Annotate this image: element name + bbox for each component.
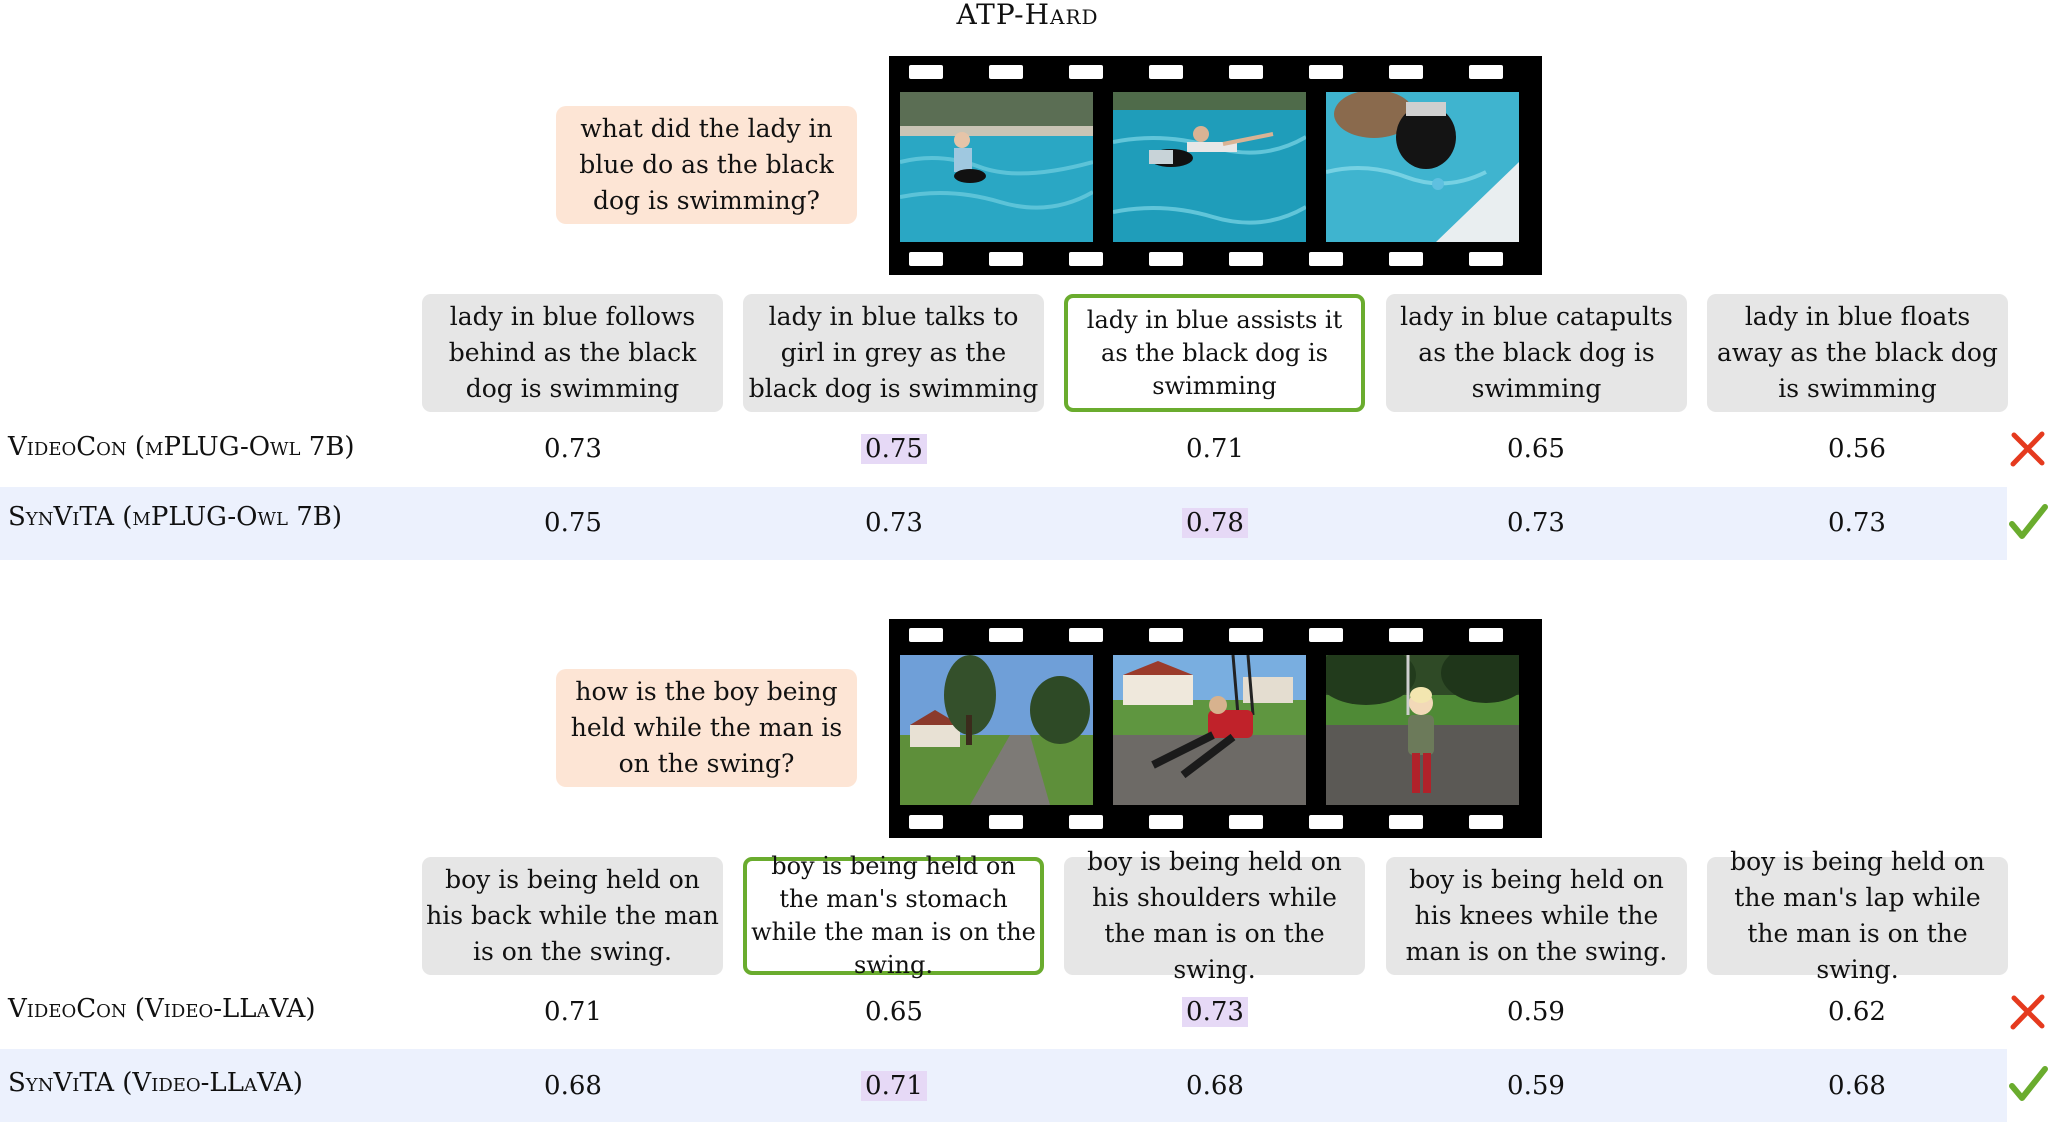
answer-option: lady in blue catapults as the black dog … (1386, 294, 1687, 412)
checkmark-icon (2009, 1066, 2048, 1101)
score-cell: 0.73 (865, 508, 923, 538)
model-label: VideoCon (Video-LLaVA) (8, 994, 316, 1024)
answer-option-correct: boy is being held on the man's stomach w… (743, 852, 1044, 979)
answer-option: lady in blue talks to girl in grey as th… (743, 294, 1044, 412)
answer-option: lady in blue floats away as the black do… (1707, 294, 2008, 412)
score-cell-highlighted: 0.78 (1155, 508, 1275, 538)
score-cell: 0.73 (1828, 508, 1886, 538)
answer-option: boy is being held on his shoulders while… (1064, 847, 1365, 984)
model-label: SynViTA (mPLUG-Owl 7B) (8, 502, 342, 532)
video-frame-park-1 (900, 655, 1093, 805)
score-cell-highlighted: 0.75 (834, 434, 954, 464)
answer-option: boy is being held on his back while the … (422, 857, 723, 975)
answer-option-correct: lady in blue assists it as the black dog… (1064, 294, 1365, 412)
video-frame-pool-1 (900, 92, 1093, 242)
video-frame-park-3 (1326, 655, 1519, 805)
score-cell: 0.71 (544, 997, 602, 1027)
answer-option: boy is being held on his knees while the… (1386, 857, 1687, 975)
score-cell: 0.62 (1828, 997, 1886, 1027)
score-cell: 0.73 (544, 434, 602, 464)
answer-option: lady in blue follows behind as the black… (422, 294, 723, 412)
score-cell: 0.65 (1507, 434, 1565, 464)
model-label: SynViTA (Video-LLaVA) (8, 1068, 303, 1098)
model-label: VideoCon (mPLUG-Owl 7B) (8, 432, 355, 462)
score-cell: 0.71 (1186, 434, 1244, 464)
score-cell: 0.73 (1507, 508, 1565, 538)
score-cell: 0.56 (1828, 434, 1886, 464)
score-cell: 0.68 (544, 1071, 602, 1101)
question-bubble: what did the lady in blue do as the blac… (556, 106, 857, 224)
score-cell-highlighted: 0.73 (1155, 997, 1275, 1027)
video-frame-park-2 (1113, 655, 1306, 805)
answer-option: boy is being held on the man's lap while… (1707, 847, 2008, 984)
cross-icon (2010, 431, 2045, 467)
video-frame-pool-3 (1326, 92, 1519, 242)
checkmark-icon (2009, 504, 2048, 539)
score-cell: 0.65 (865, 997, 923, 1027)
score-cell: 0.68 (1828, 1071, 1886, 1101)
score-cell: 0.59 (1507, 1071, 1565, 1101)
highlight-row-band (0, 1049, 2007, 1122)
score-cell: 0.68 (1186, 1071, 1244, 1101)
question-bubble: how is the boy being held while the man … (556, 669, 857, 787)
video-frame-pool-2 (1113, 92, 1306, 242)
score-cell: 0.75 (544, 508, 602, 538)
score-cell: 0.59 (1507, 997, 1565, 1027)
score-cell-highlighted: 0.71 (834, 1071, 954, 1101)
cross-icon (2010, 994, 2045, 1030)
film-strip (889, 619, 1542, 838)
film-strip (889, 56, 1542, 275)
highlight-row-band (0, 487, 2007, 560)
figure-title: ATP-Hard (956, 0, 1099, 31)
